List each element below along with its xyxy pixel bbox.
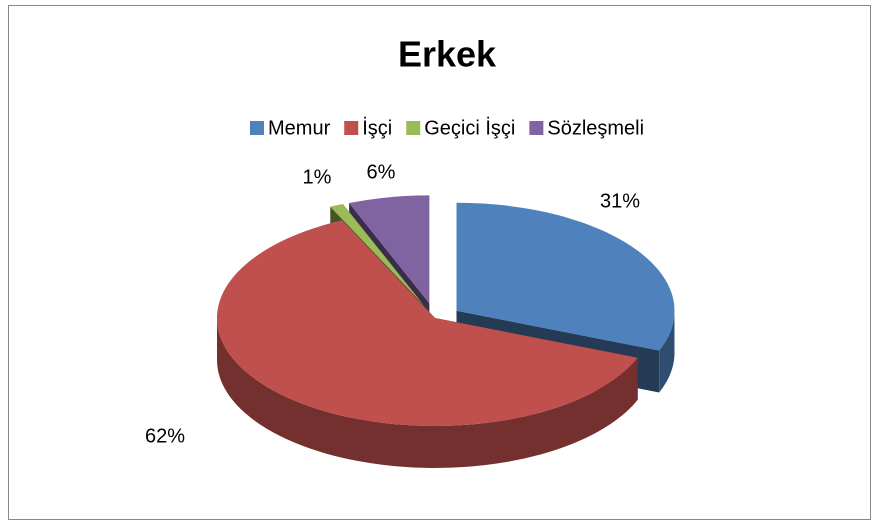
legend: Memur İşçi Geçici İşçi Sözleşmeli	[250, 116, 644, 139]
legend-label: İşçi	[362, 116, 392, 139]
legend-swatch	[406, 121, 421, 135]
legend-swatch	[344, 121, 359, 135]
data-label: 31%	[600, 190, 640, 212]
data-label: 1%	[303, 166, 332, 188]
data-label: 6%	[367, 161, 396, 183]
legend-swatch	[250, 121, 264, 135]
slice-wall	[217, 318, 638, 469]
slice	[330, 203, 424, 305]
chart-title: Erkek	[398, 34, 497, 75]
legend-label: Memur	[268, 117, 331, 139]
slice	[349, 195, 430, 304]
slice	[216, 220, 638, 427]
data-label: 62%	[145, 425, 185, 447]
slice-wall	[659, 310, 675, 393]
pie	[216, 195, 675, 469]
slice	[456, 202, 675, 351]
legend-swatch	[529, 121, 544, 135]
legend-label: Sözleşmeli	[547, 117, 644, 139]
legend-label: Geçici İşçi	[424, 116, 515, 139]
